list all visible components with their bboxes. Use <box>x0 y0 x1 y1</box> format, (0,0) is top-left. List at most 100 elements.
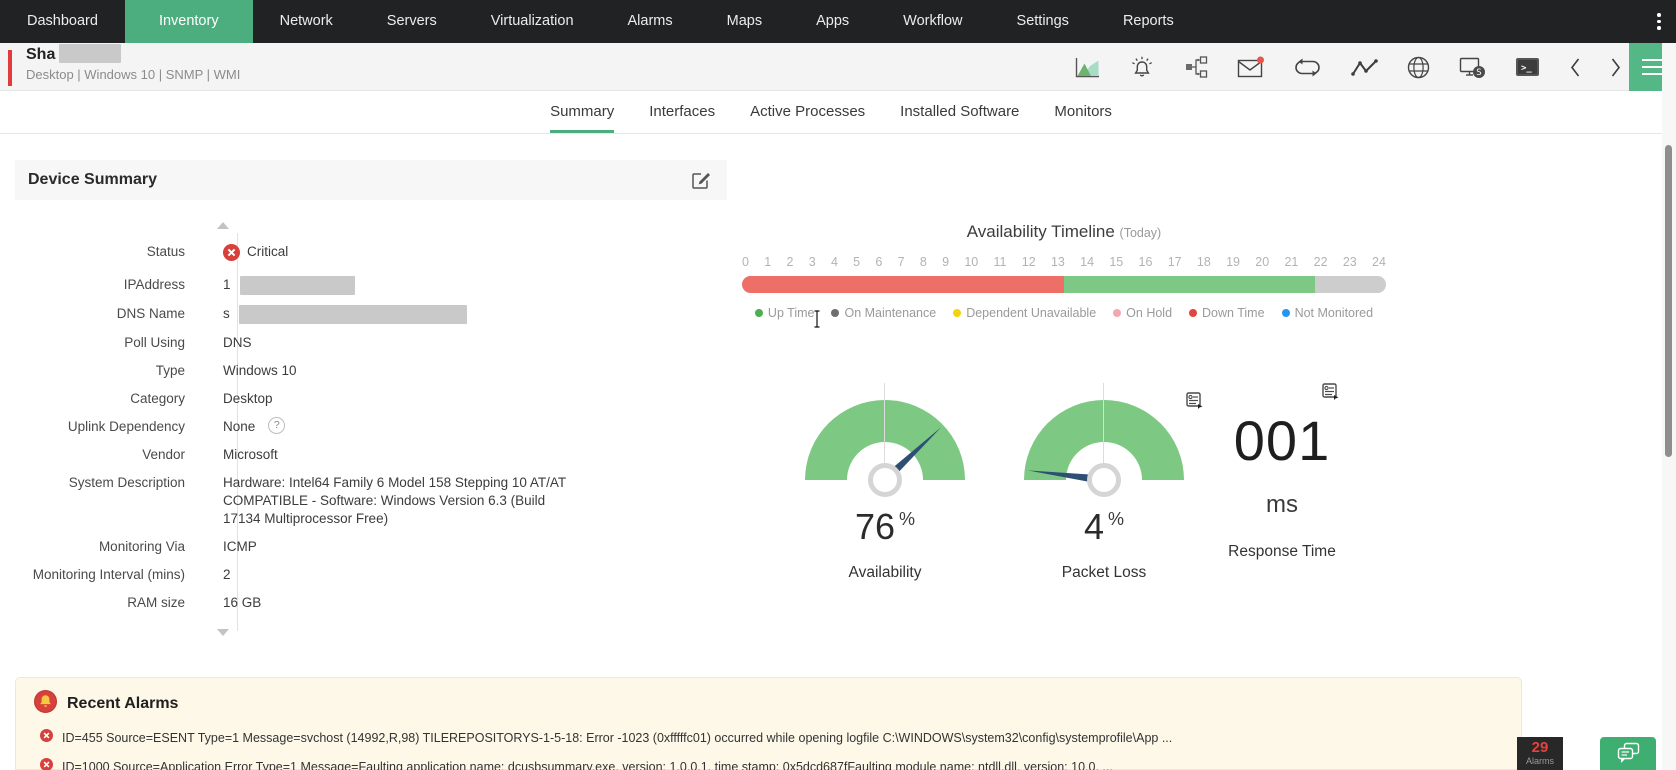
field-value-text: None <box>223 418 256 434</box>
response-time-label: Response Time <box>1228 543 1336 560</box>
field-value: Hardware: Intel64 Family 6 Model 158 Ste… <box>215 474 568 528</box>
availability-gauge-dial <box>805 383 965 497</box>
field-value: DNS <box>215 334 252 352</box>
nav-settings[interactable]: Settings <box>1016 13 1069 29</box>
recent-alarms-title: Recent Alarms <box>67 695 179 712</box>
live-traffic-icon[interactable] <box>1351 58 1378 77</box>
mail-icon[interactable] <box>1237 56 1264 79</box>
ip-value-prefix: 1 <box>223 276 231 292</box>
field-value-text: Windows 10 <box>223 362 297 378</box>
sync-loop-icon[interactable] <box>1293 58 1322 77</box>
nav-servers[interactable]: Servers <box>386 13 437 29</box>
performance-chart-icon[interactable] <box>1075 57 1100 78</box>
field-row-uplink-dependency: Uplink Dependency None? <box>15 416 725 436</box>
nav-reports[interactable]: Reports <box>1122 13 1174 29</box>
field-value: ICMP <box>215 538 257 556</box>
field-row-ram-size: RAM size 16 GB <box>15 594 725 612</box>
globe-icon[interactable] <box>1407 56 1430 79</box>
redacted-device-name <box>59 43 122 63</box>
edit-device-icon[interactable] <box>691 170 711 190</box>
timeline-bar[interactable] <box>742 276 1386 293</box>
svg-text:>_: >_ <box>1521 64 1532 74</box>
gauge-hub <box>868 463 902 497</box>
tab-monitors[interactable]: Monitors <box>1054 103 1112 120</box>
alarm-count-number: 29 <box>1531 739 1549 756</box>
scroll-up-arrow[interactable] <box>217 222 229 229</box>
timeline-hour-axis: 0 1 2 3 4 5 6 7 8 9 10 11 12 13 14 15 16 17 18 19 20 21 22 23 24 <box>742 255 1386 269</box>
alarm-message: ID=1000 Source=Application Error Type=1 … <box>62 760 1113 770</box>
alarm-bell-icon[interactable] <box>1129 55 1155 79</box>
timeline-legend: Up Time On Maintenance Dependent Unavail… <box>742 306 1386 320</box>
gauge-axis-line <box>1103 383 1104 479</box>
redacted-dns-value <box>238 304 467 324</box>
nav-inventory[interactable]: Inventory <box>124 0 253 43</box>
nav-workflow[interactable]: Workflow <box>903 13 963 29</box>
tab-active-processes[interactable]: Active Processes <box>750 103 866 120</box>
terminal-icon[interactable]: >_ <box>1515 56 1540 78</box>
field-row-system-description: System Description Hardware: Intel64 Fam… <box>15 474 725 528</box>
field-value: 2 <box>215 566 231 584</box>
response-time-widget: 001 ms Response Time <box>1192 408 1372 561</box>
field-label: Uplink Dependency <box>67 418 185 434</box>
nav-dashboard[interactable]: Dashboard <box>27 13 98 29</box>
scroll-down-arrow[interactable] <box>217 629 229 636</box>
view-report-icon[interactable] <box>1184 392 1203 414</box>
field-row-dns-name: DNS Name s <box>15 304 725 324</box>
top-nav: Dashboard Inventory Network Servers Virt… <box>0 0 1676 43</box>
tab-installed-software[interactable]: Installed Software <box>900 103 1020 120</box>
field-label: IPAddress <box>123 276 185 292</box>
field-value: None? <box>215 416 286 436</box>
tab-summary[interactable]: Summary <box>550 91 615 133</box>
legend-on-maintenance: On Maintenance <box>831 306 936 320</box>
legend-dependent-unavailable: Dependent Unavailable <box>953 306 1096 320</box>
remote-session-icon[interactable]: S <box>1459 56 1486 79</box>
field-value: Desktop <box>215 390 273 408</box>
device-summary-title: Device Summary <box>28 171 157 188</box>
tab-interfaces[interactable]: Interfaces <box>649 103 716 120</box>
field-value-text: Microsoft <box>223 446 278 462</box>
field-value: 1 <box>215 275 355 295</box>
alarm-count-label: Alarms <box>1525 756 1554 766</box>
timeline-segment-notmonitored[interactable] <box>1315 276 1386 293</box>
packet-loss-label: Packet Loss <box>1061 564 1147 581</box>
recent-alarms-panel: Recent Alarms ID=455 Source=ESENT Type=1… <box>15 677 1522 770</box>
chat-support-button[interactable] <box>1600 737 1656 770</box>
nav-alarms[interactable]: Alarms <box>627 13 673 29</box>
topology-icon[interactable] <box>1184 55 1208 79</box>
alarm-row[interactable]: ID=1000 Source=Application Error Type=1 … <box>16 758 1521 770</box>
field-row-ipaddress: IPAddress 1 <box>15 275 725 295</box>
chevron-left-icon[interactable] <box>1569 57 1581 78</box>
alarm-row[interactable]: ID=455 Source=ESENT Type=1 Message=svcho… <box>16 729 1521 747</box>
response-time-unit: ms <box>1266 491 1298 518</box>
field-value: Critical <box>215 243 288 266</box>
view-report-icon[interactable] <box>1320 383 1339 405</box>
field-row-poll-using: Poll Using DNS <box>15 334 725 352</box>
legend-up-time: Up Time <box>754 306 814 320</box>
timeline-segment-up[interactable] <box>1064 276 1316 293</box>
nav-spacer <box>1201 0 1646 43</box>
nav-maps[interactable]: Maps <box>726 13 763 29</box>
help-icon[interactable]: ? <box>268 416 286 434</box>
alarm-count-badge[interactable]: 29 Alarms <box>1517 737 1563 770</box>
field-row-type: Type Windows 10 <box>15 362 725 380</box>
alarm-message: ID=455 Source=ESENT Type=1 Message=svcho… <box>62 731 1173 745</box>
device-summary-header: Device Summary <box>15 160 727 200</box>
nav-overflow-dots-icon[interactable] <box>1646 0 1672 43</box>
nav-network[interactable]: Network <box>279 13 333 29</box>
chevron-right-icon[interactable] <box>1610 57 1622 78</box>
field-label: Poll Using <box>124 334 185 350</box>
timeline-segment-down[interactable] <box>742 276 1064 293</box>
availability-gauge: 76% Availability <box>775 383 995 582</box>
field-label: Vendor <box>142 446 185 462</box>
field-value-text: ICMP <box>223 538 257 554</box>
packet-loss-gauge-dial <box>1024 383 1184 497</box>
recent-alarms-header: Recent Alarms <box>16 678 1521 718</box>
field-label: System Description <box>68 474 185 490</box>
legend-on-hold: On Hold <box>1113 306 1172 320</box>
scrollbar-thumb[interactable] <box>1665 145 1672 457</box>
nav-virtualization[interactable]: Virtualization <box>490 13 574 29</box>
nav-apps[interactable]: Apps <box>816 13 850 29</box>
field-value: Windows 10 <box>215 362 297 380</box>
field-label: DNS Name <box>116 305 185 321</box>
gauge-hub <box>1087 463 1121 497</box>
